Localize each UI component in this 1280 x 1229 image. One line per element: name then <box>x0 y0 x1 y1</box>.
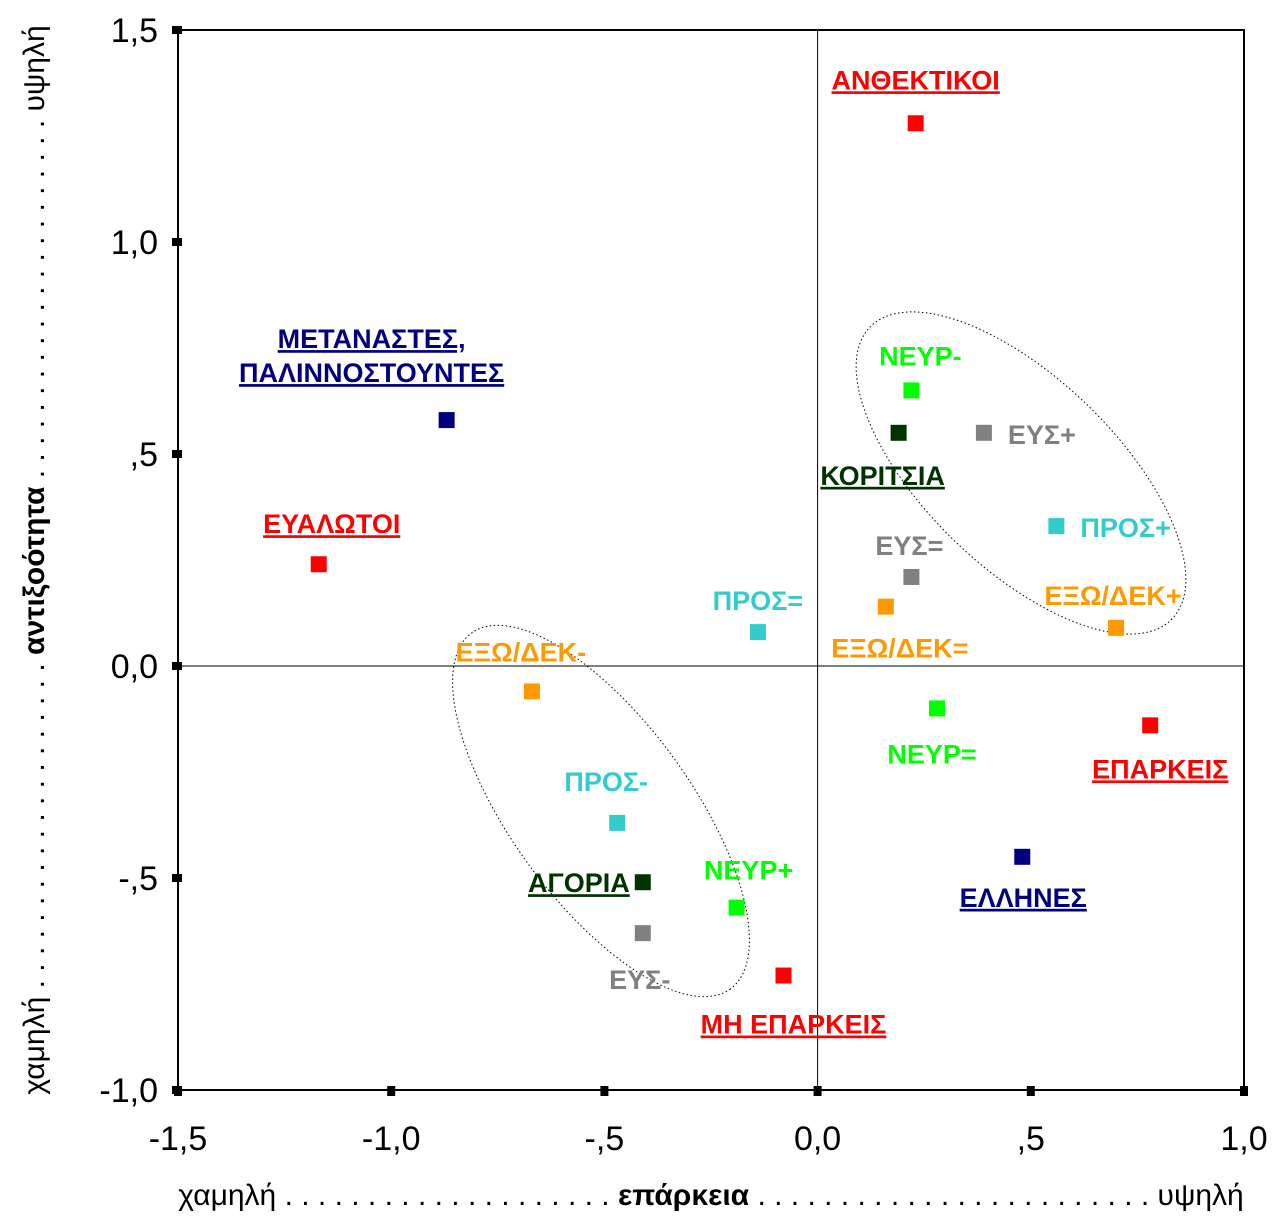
point-label: ΜΕΤΑΝΑΣΤΕΣ, <box>278 324 466 354</box>
y-tick-mark <box>172 874 182 882</box>
x-axis-title-center: επάρκεια <box>618 1179 750 1212</box>
point-marker <box>1142 717 1159 734</box>
y-tick-mark <box>172 1086 182 1094</box>
x-tick-label: -1,5 <box>149 1120 208 1158</box>
point-marker <box>609 814 626 831</box>
point-label: ΕΞΩ/ΔΕΚ+ <box>1044 581 1181 611</box>
y-axis-title-center: αντιξοότητα <box>18 486 51 655</box>
point-marker <box>928 700 945 717</box>
x-tick-label: ,5 <box>1017 1120 1045 1158</box>
point-label: ΜΗ ΕΠΑΡΚΕΙΣ <box>701 1010 887 1040</box>
y-tick-label: -,5 <box>118 860 158 898</box>
x-axis-dots-right: . . . . . . . . . . . . . . . . . . . . … <box>757 1179 1157 1212</box>
cluster-ellipse-upper-right-cluster <box>855 311 1187 635</box>
point-label: ΠΡΟΣ+ <box>1080 513 1170 543</box>
point-label: ΠΡΟΣ- <box>564 767 648 797</box>
data-points <box>310 115 1159 984</box>
x-axis-dots-left: . . . . . . . . . . . . . . . . . . . . <box>285 1179 618 1212</box>
point-marker <box>634 874 651 891</box>
point-label: ΑΝΘΕΚΤΙΚΟΙ <box>832 65 1000 95</box>
x-axis-title: χαμηλή . . . . . . . . . . . . . . . . .… <box>178 1179 1243 1212</box>
reference-lines <box>178 30 1244 1090</box>
point-label: ΝΕΥΡ- <box>879 341 962 371</box>
x-tick-label: -1,0 <box>362 1120 421 1158</box>
y-tick-mark <box>172 662 182 670</box>
point-marker <box>907 115 924 132</box>
point-label: ΕΞΩ/ΔΕΚ= <box>831 634 968 664</box>
point-marker <box>1014 848 1031 865</box>
y-tick-label: 1,0 <box>111 224 158 262</box>
y-tick-mark <box>172 26 182 34</box>
point-label: ΕΛΛΗΝΕΣ <box>960 883 1087 913</box>
point-marker <box>1048 518 1065 535</box>
y-axis-dots-left: . . . . . . . . . . . . . . . . . . . . <box>18 655 51 988</box>
point-marker <box>903 568 920 585</box>
x-axis-title-left: χαμηλή <box>178 1179 276 1212</box>
point-marker <box>775 967 792 984</box>
point-marker <box>890 424 907 441</box>
point-label: ΝΕΥΡ+ <box>704 856 793 886</box>
point-marker <box>634 925 651 942</box>
y-axis-title: χαμηλή . . . . . . . . . . . . . . . . .… <box>18 25 51 1094</box>
point-marker <box>728 899 745 916</box>
axis-ticks: -1,5 -1,0 -,5 0,0 ,5 1,0 1,5 1,0 ,5 0,0 -,5 -1,0 <box>99 12 1267 1158</box>
point-marker <box>975 424 992 441</box>
point-marker <box>310 556 327 573</box>
x-tick-mark <box>813 1086 822 1096</box>
plot-area-frame <box>177 29 1245 1091</box>
cluster-ellipse-lower-left-cluster <box>452 624 750 998</box>
data-labels: ΑΝΘΕΚΤΙΚΟΙ ΜΕΤΑΝΑΣΤΕΣ, ΠΑΛΙΝΝΟΣΤΟΥΝΤΕΣ ΕΥΑΛ… <box>239 65 1228 1039</box>
point-marker <box>749 624 766 641</box>
y-axis-dots-right: . . . . . . . . . . . . . . . . . . . . … <box>18 112 51 479</box>
point-marker <box>438 412 455 429</box>
y-axis-title-left: χαμηλή <box>18 997 51 1095</box>
point-marker <box>903 382 920 399</box>
point-marker <box>877 598 894 615</box>
y-tick-label: -1,0 <box>99 1072 158 1110</box>
x-tick-mark <box>1026 1086 1035 1096</box>
point-marker <box>1108 619 1125 636</box>
y-tick-label: 0,0 <box>111 648 158 686</box>
point-label: ΕΥΣ- <box>609 965 670 995</box>
x-tick-label: -,5 <box>585 1120 625 1158</box>
point-label: ΕΥΣ+ <box>1008 420 1076 450</box>
point-label: ΠΡΟΣ= <box>713 586 803 616</box>
cluster-ellipses <box>452 311 1187 998</box>
y-tick-label: 1,5 <box>111 12 158 50</box>
point-label: ΕΥΣ= <box>875 531 943 561</box>
y-tick-mark <box>172 238 182 246</box>
x-tick-label: 1,0 <box>1220 1120 1267 1158</box>
y-axis-title-right: υψηλή <box>18 25 51 111</box>
point-label: ΕΞΩ/ΔΕΚ- <box>456 637 586 667</box>
x-tick-mark <box>600 1086 609 1096</box>
point-marker <box>523 683 540 700</box>
x-tick-mark <box>1240 1086 1248 1096</box>
point-label: ΑΓΟΡΙΑ <box>528 868 630 898</box>
y-tick-label: ,5 <box>130 436 158 474</box>
x-tick-label: 0,0 <box>794 1120 841 1158</box>
x-tick-mark <box>387 1086 396 1096</box>
x-axis-title-right: υψηλή <box>1158 1179 1244 1212</box>
point-label: ΚΟΡΙΤΣΙΑ <box>820 461 944 491</box>
y-tick-mark <box>172 450 182 458</box>
point-label: ΕΠΑΡΚΕΙΣ <box>1092 754 1228 784</box>
point-label: ΠΑΛΙΝΝΟΣΤΟΥΝΤΕΣ <box>239 358 504 388</box>
point-label: ΕΥΑΛΩΤΟΙ <box>263 509 400 539</box>
point-label: ΝΕΥΡ= <box>887 739 976 769</box>
